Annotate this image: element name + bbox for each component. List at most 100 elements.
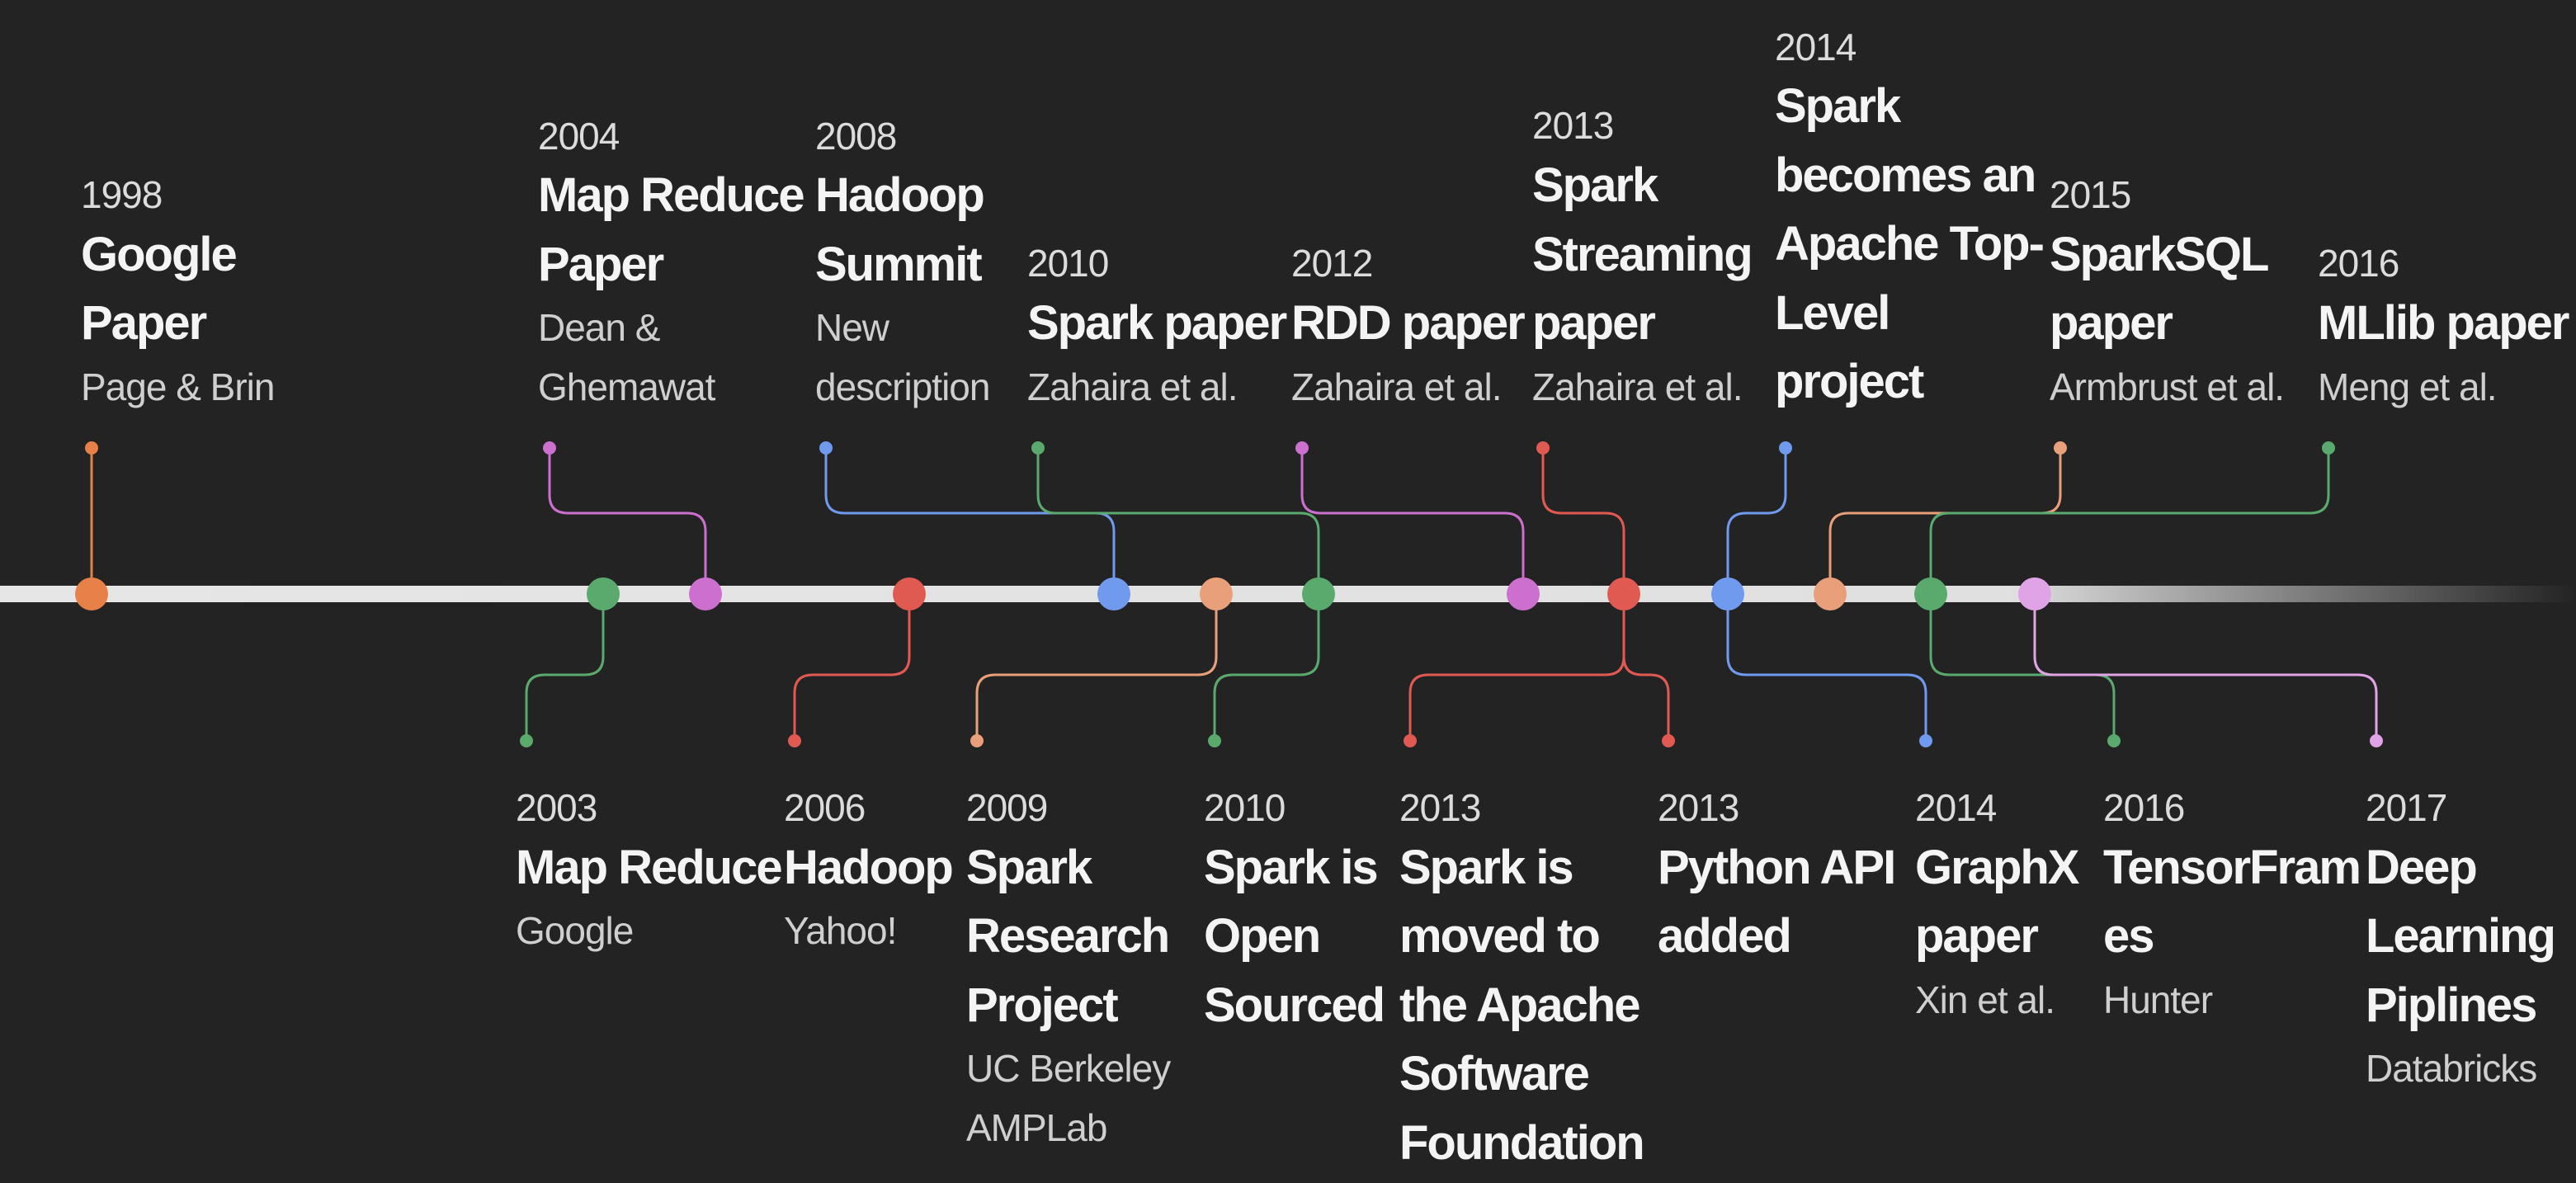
event-subtitle-line: Hunter	[2103, 978, 2213, 1021]
event-year: 2009	[966, 786, 1048, 829]
event-title-line: es	[2103, 909, 2155, 964]
event-title-line: Python API	[1658, 840, 1896, 894]
event-title-line: Summit	[815, 237, 983, 291]
event-year: 2010	[1027, 242, 1109, 285]
event-subtitle-line: Xin et al.	[1915, 978, 2055, 1021]
event-year: 2014	[1775, 25, 1857, 68]
event-subtitle-line: Armbrust et al.	[2050, 365, 2285, 408]
event-year: 2015	[2050, 172, 2131, 216]
event-title-line: Software	[1399, 1047, 1590, 1101]
event-subtitle-line: AMPLab	[966, 1105, 1107, 1149]
connector-spark-apache-foundation	[1408, 594, 1625, 741]
anchor-dot-spark-open-sourced	[1208, 734, 1221, 747]
event-year: 2013	[1399, 786, 1481, 829]
connector-apache-top-level	[1726, 448, 1787, 594]
connector-spark-research-project	[975, 594, 1218, 741]
event-title-line: paper	[2050, 296, 2173, 351]
event-year: 2003	[516, 786, 597, 829]
anchor-dot-map-reduce-paper	[543, 441, 556, 455]
anchor-dot-hadoop	[788, 734, 801, 747]
event-subtitle-line: Meng et al.	[2318, 365, 2498, 408]
event-title-line: Spark paper	[1027, 296, 1287, 351]
connector-spark-paper	[1036, 448, 1320, 594]
anchor-dot-tensorframes	[2107, 734, 2121, 747]
event-title-line: RDD paper	[1291, 296, 1526, 351]
anchor-dot-map-reduce	[520, 734, 533, 747]
event-year: 1998	[81, 172, 163, 216]
connector-rdd-paper	[1300, 448, 1525, 594]
timeline-node-spark-research-project	[1200, 577, 1233, 610]
event-year: 2004	[538, 114, 620, 158]
event-hadoop-summit: 2008 Hadoop Summit New description	[815, 112, 990, 417]
event-tensorframes: 2016 TensorFram es Hunter	[2103, 784, 2361, 1030]
anchor-dot-spark-streaming-paper	[1536, 441, 1550, 455]
event-title-line: the Apache	[1399, 978, 1640, 1032]
timeline-axis	[0, 586, 2576, 602]
timeline-node-map-reduce	[587, 577, 620, 610]
event-rdd-paper: 2012 RDD paper Zahaira et al.	[1291, 239, 1526, 417]
connector-python-api	[1622, 594, 1670, 741]
event-subtitle-line: Dean &	[538, 306, 660, 350]
timeline-node-sparksql-paper	[1814, 577, 1847, 610]
anchor-dot-spark-paper	[1031, 441, 1045, 455]
timeline-node-spark-paper	[1302, 577, 1335, 610]
event-title-line: paper	[1915, 909, 2039, 964]
event-title-line: TensorFram	[2103, 840, 2361, 894]
event-title-line: Hadoop	[784, 840, 954, 894]
event-spark-open-sourced: 2010 Spark is Open Sourced	[1204, 784, 1385, 1039]
event-spark-paper: 2010 Spark paper Zahaira et al.	[1027, 239, 1287, 417]
event-title-line: Foundation	[1399, 1115, 1645, 1170]
event-spark-apache-foundation: 2013 Spark is moved to the Apache Software Fo…	[1399, 784, 1645, 1177]
timeline-node-hadoop-summit	[1097, 577, 1130, 610]
event-spark-research-project: 2009 Spark Research Project UC Berkeley AMPLa…	[966, 784, 1171, 1157]
connector-map-reduce	[525, 594, 605, 741]
event-subtitle-line: description	[815, 365, 990, 408]
event-graphx-paper: 2014 GraphX paper Xin et al.	[1915, 784, 2079, 1030]
anchor-dot-python-api	[1662, 734, 1675, 747]
event-year: 2006	[784, 786, 866, 829]
event-hadoop: 2006 Hadoop Yahoo!	[784, 784, 954, 961]
event-title-line: moved to	[1399, 909, 1601, 964]
event-title-line: Spark	[966, 840, 1092, 894]
anchor-dot-apache-top-level	[1779, 441, 1792, 455]
event-deep-learning-pipelines: 2017 Deep Learning Piplines Databricks	[2366, 784, 2556, 1099]
connector-mllib-paper	[1929, 448, 2330, 594]
event-year: 2016	[2318, 242, 2399, 285]
anchor-dot-deep-learning-pipelines	[2370, 734, 2383, 747]
event-title-line: Google	[81, 227, 238, 281]
timeline-node-rdd-paper	[1507, 577, 1540, 610]
anchor-dot-google-paper	[85, 441, 98, 455]
event-year: 2012	[1291, 242, 1373, 285]
event-subtitle-line: Zahaira et al.	[1027, 365, 1238, 408]
timeline-node-deep-learning-pipelines	[2018, 577, 2051, 610]
event-title-line: Spark	[1532, 158, 1658, 213]
event-title-line: Research	[966, 909, 1170, 964]
connector-spark-open-sourced	[1213, 594, 1320, 741]
event-subtitle-line: Zahaira et al.	[1532, 365, 1743, 408]
event-title-line: Sourced	[1204, 978, 1385, 1032]
connector-hadoop	[793, 594, 911, 741]
event-year: 2014	[1915, 786, 1997, 829]
event-google-paper: 1998 Google Paper Page & Brin	[81, 171, 275, 417]
event-subtitle-line: Yahoo!	[784, 909, 897, 953]
connector-hadoop-summit	[824, 448, 1116, 594]
event-spark-streaming-paper: 2013 Spark Streaming paper Zahaira et al.	[1532, 101, 1753, 417]
event-title-line: added	[1658, 909, 1792, 964]
event-title-line: Learning	[2366, 909, 2556, 964]
event-map-reduce-paper: 2004 Map Reduce Paper Dean & Ghemawat	[538, 112, 805, 417]
event-title-line: GraphX	[1915, 840, 2079, 894]
event-title-line: Streaming	[1532, 227, 1753, 281]
anchor-dot-spark-research-project	[970, 734, 984, 747]
event-title-line: Spark	[1775, 79, 1901, 134]
event-title-line: Paper	[538, 237, 664, 291]
event-subtitle-line: UC Berkeley	[966, 1047, 1171, 1091]
connector-deep-learning-pipelines	[2033, 594, 2378, 741]
event-title-line: Deep	[2366, 840, 2478, 894]
event-title-line: MLlib paper	[2318, 296, 2569, 351]
event-subtitle-line: Google	[516, 909, 634, 953]
event-year: 2016	[2103, 786, 2185, 829]
event-subtitle-line: Zahaira et al.	[1291, 365, 1502, 408]
anchor-dot-graphx-paper	[1919, 734, 1932, 747]
event-title-line: SparkSQL	[2050, 227, 2269, 281]
